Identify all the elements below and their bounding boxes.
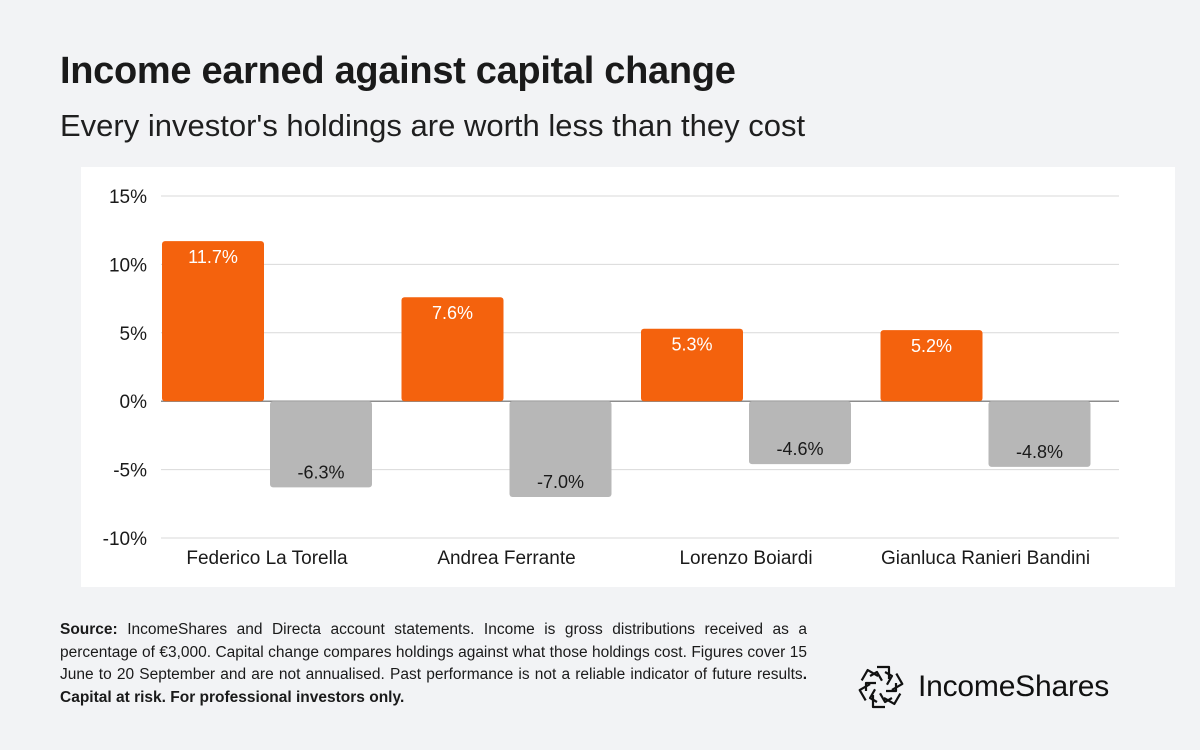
category-label: Andrea Ferrante [437,548,575,569]
data-label: 7.6% [432,303,473,323]
y-tick-label: 10% [109,255,147,276]
income-bar [162,241,264,402]
y-tick-label: 15% [109,187,147,208]
y-tick-label: -5% [113,461,147,482]
capital-change-bar [988,401,1091,467]
income-bar [880,330,983,402]
income-bar [641,328,743,402]
capital-change-bar [509,401,612,497]
source-label: Source: [60,621,118,638]
risk-warning: . Capital at risk. For professional inve… [60,666,807,706]
data-label: -4.8% [1016,442,1063,462]
brand-logo: IncomeShares [858,664,1109,710]
bar-chart: 15% 10% 5% 0% -5% -10% 11.7% -6.3% Federico La T… [103,187,1119,569]
y-tick-label: 0% [120,392,148,413]
data-label: -6.3% [297,462,344,482]
brand-name: IncomeShares [918,670,1110,703]
chart-title: Income earned against capital change [60,50,736,92]
data-label: 11.7% [188,247,238,267]
data-label: 5.3% [671,335,712,355]
incomeshares-logo-icon [858,665,904,709]
source-text: IncomeShares and Directa account stateme… [60,621,807,683]
category-label: Gianluca Ranieri Bandini [881,548,1090,569]
data-label: -4.6% [776,439,823,459]
chart-subtitle: Every investor's holdings are worth less… [60,108,806,143]
capital-change-bar [270,401,372,488]
income-bar [401,297,504,402]
capital-change-bar [749,401,851,465]
chart-panel: 15% 10% 5% 0% -5% -10% 11.7% -6.3% Federico La T… [81,167,1175,587]
category-label: Lorenzo Boiardi [679,548,812,569]
category-label: Federico La Torella [186,548,348,569]
data-label: -7.0% [537,472,584,492]
source-note: Source: IncomeShares and Directa account… [60,619,807,709]
y-tick-label: -10% [103,529,147,550]
y-tick-label: 5% [120,324,148,345]
data-label: 5.2% [911,336,952,356]
